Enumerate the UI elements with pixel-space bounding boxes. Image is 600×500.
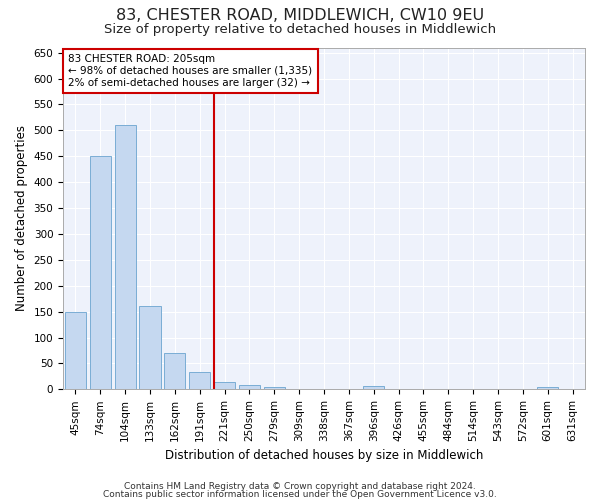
Text: 83 CHESTER ROAD: 205sqm
← 98% of detached houses are smaller (1,335)
2% of semi-: 83 CHESTER ROAD: 205sqm ← 98% of detache… xyxy=(68,54,313,88)
Bar xyxy=(239,384,260,390)
Text: Contains HM Land Registry data © Crown copyright and database right 2024.: Contains HM Land Registry data © Crown c… xyxy=(124,482,476,491)
Y-axis label: Number of detached properties: Number of detached properties xyxy=(15,126,28,312)
Bar xyxy=(214,382,235,390)
Bar xyxy=(363,386,384,390)
Text: Size of property relative to detached houses in Middlewich: Size of property relative to detached ho… xyxy=(104,22,496,36)
Bar xyxy=(537,386,558,390)
X-axis label: Distribution of detached houses by size in Middlewich: Distribution of detached houses by size … xyxy=(165,450,483,462)
Bar xyxy=(164,353,185,390)
Bar xyxy=(189,372,210,390)
Bar xyxy=(65,312,86,390)
Text: Contains public sector information licensed under the Open Government Licence v3: Contains public sector information licen… xyxy=(103,490,497,499)
Bar xyxy=(139,306,161,390)
Bar xyxy=(90,156,111,390)
Text: 83, CHESTER ROAD, MIDDLEWICH, CW10 9EU: 83, CHESTER ROAD, MIDDLEWICH, CW10 9EU xyxy=(116,8,484,22)
Bar xyxy=(115,125,136,390)
Bar xyxy=(264,386,285,390)
